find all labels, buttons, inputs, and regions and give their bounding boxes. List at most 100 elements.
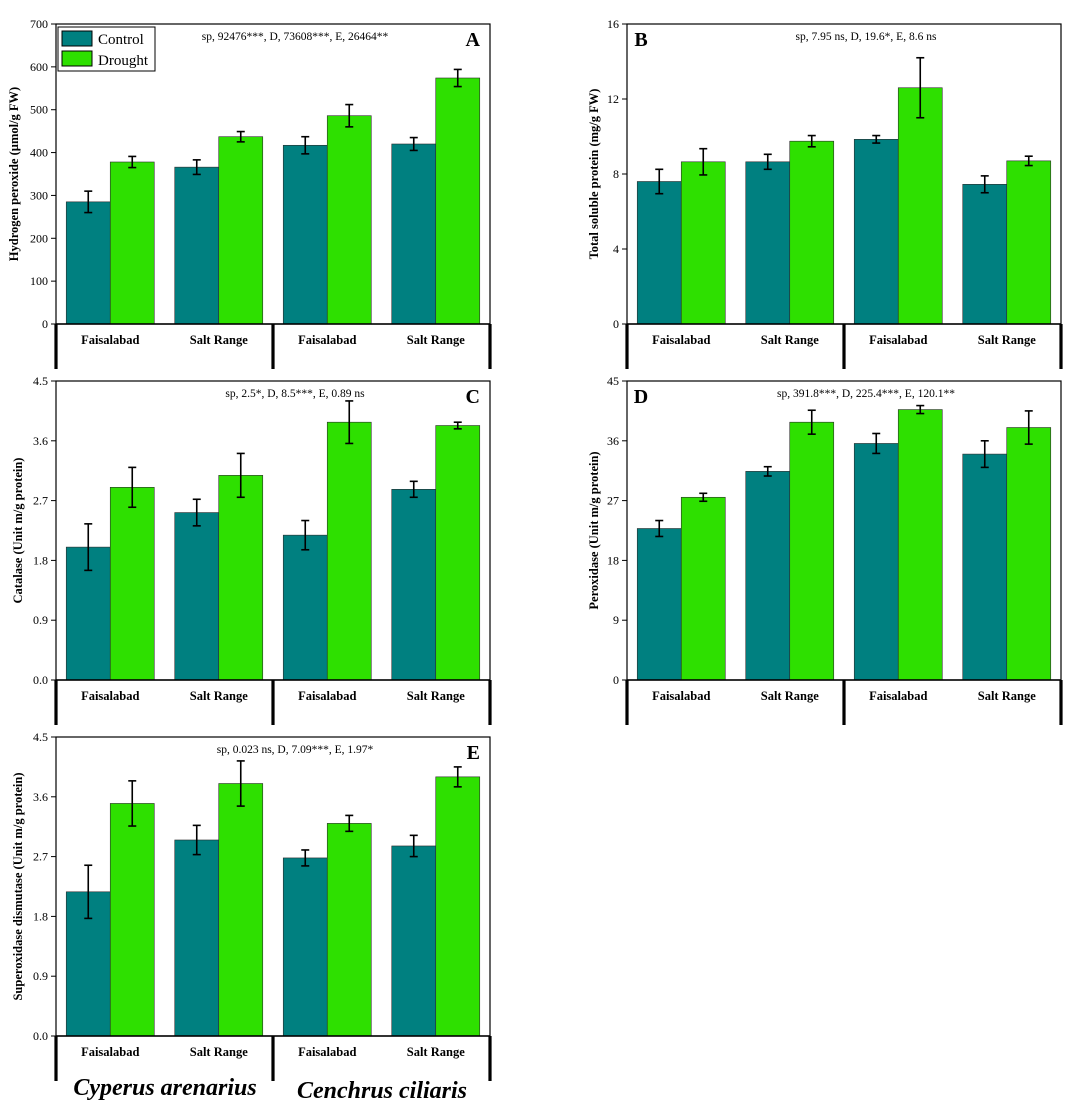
bar-drought (109, 803, 155, 1037)
category-label: Faisalabad (298, 1045, 356, 1059)
bar-drought (218, 136, 264, 325)
stats-annotation: sp, 7.95 ns, D, 19.6*, E, 8.6 ns (796, 31, 937, 43)
y-tick-label: 36 (607, 434, 619, 448)
y-tick-label: 200 (30, 231, 48, 245)
y-tick-label: 600 (30, 60, 48, 74)
y-tick-label: 700 (30, 17, 48, 31)
bar-control (282, 857, 328, 1037)
bar-drought (218, 783, 264, 1037)
legend-swatch-control (61, 30, 93, 47)
stats-annotation: sp, 391.8***, D, 225.4***, E, 120.1** (777, 388, 955, 400)
bar-control (853, 443, 899, 681)
category-label: Faisalabad (869, 333, 927, 347)
bar-control (962, 184, 1008, 325)
panel-a: Faisalabad Salt Range Faisalabad Salt Range… (7, 17, 492, 369)
bar-drought (897, 87, 943, 325)
species-label-cenchrus: Cenchrus ciliaris (297, 1078, 467, 1104)
bar-control (853, 139, 899, 325)
bar-drought (897, 409, 943, 681)
y-tick-label: 0 (613, 673, 619, 687)
y-tick-label: 8 (613, 167, 619, 181)
y-tick-label: 300 (30, 188, 48, 202)
bar-drought (789, 421, 835, 681)
y-tick-label: 1.8 (33, 553, 48, 567)
y-tick-label: 18 (607, 553, 619, 567)
bar-drought (435, 776, 481, 1037)
category-label: Salt Range (761, 333, 819, 347)
y-tick-label: 1.8 (33, 909, 48, 923)
category-label: Salt Range (190, 333, 248, 347)
bar-control (174, 839, 220, 1037)
bar-control (745, 471, 791, 681)
y-tick-label: 3.6 (33, 790, 48, 804)
stats-annotation: sp, 92476***, D, 73608***, E, 26464** (202, 31, 389, 43)
bar-control (65, 201, 111, 325)
category-label: Salt Range (761, 689, 819, 703)
panel-letter: E (467, 742, 480, 764)
panel-b: Faisalabad Salt Range Faisalabad Salt Range… (587, 17, 1063, 369)
y-tick-label: 3.6 (33, 434, 48, 448)
bar-drought (680, 161, 726, 325)
category-label: Faisalabad (81, 333, 139, 347)
y-tick-label: 4.5 (33, 730, 48, 744)
y-axis-label: Superoxidase dismutase (Unit m/g protein… (11, 772, 25, 1000)
y-tick-label: 4 (613, 242, 619, 256)
y-tick-label: 0.9 (33, 969, 48, 983)
y-tick-label: 16 (607, 17, 619, 31)
y-tick-label: 0.0 (33, 673, 48, 687)
y-tick-label: 0 (613, 317, 619, 331)
species-label-cyperus: Cyperus arenarius (73, 1075, 256, 1101)
panel-c: Faisalabad Salt Range Faisalabad Salt Range… (11, 374, 492, 725)
category-label: Faisalabad (869, 689, 927, 703)
category-label: Salt Range (407, 689, 465, 703)
bar-drought (109, 487, 155, 681)
y-axis-label: Hydrogen peroxide (µmol/g FW) (7, 87, 21, 261)
y-tick-label: 0.9 (33, 613, 48, 627)
y-tick-label: 27 (607, 494, 619, 508)
bar-control (282, 144, 328, 325)
stats-annotation: sp, 2.5*, D, 8.5***, E, 0.89 ns (225, 388, 365, 400)
category-label: Faisalabad (298, 333, 356, 347)
legend: Control Drought (57, 26, 156, 72)
y-axis-label: Total soluble protein (mg/g FW) (587, 89, 601, 260)
y-axis-label: Peroxidase (Unit m/g protein) (587, 451, 601, 609)
bar-drought (326, 421, 372, 681)
y-tick-label: 45 (607, 374, 619, 388)
bar-control (391, 845, 437, 1037)
bar-control (174, 166, 220, 325)
bar-drought (435, 77, 481, 325)
panel-letter: A (466, 29, 481, 51)
category-label: Salt Range (190, 689, 248, 703)
y-tick-label: 4.5 (33, 374, 48, 388)
category-label: Faisalabad (652, 333, 710, 347)
y-tick-label: 0.0 (33, 1029, 48, 1043)
legend-label-control: Control (98, 32, 144, 48)
bar-drought (109, 161, 155, 325)
bar-control (391, 489, 437, 681)
bar-drought (218, 475, 264, 681)
bar-drought (1006, 427, 1052, 681)
y-tick-label: 100 (30, 274, 48, 288)
category-label: Faisalabad (298, 689, 356, 703)
y-tick-label: 2.7 (33, 494, 48, 508)
panel-d: Faisalabad Salt Range Faisalabad Salt Range… (587, 374, 1063, 725)
y-tick-label: 500 (30, 103, 48, 117)
category-label: Faisalabad (81, 689, 139, 703)
bar-control (636, 181, 682, 325)
panels: Faisalabad Salt Range Faisalabad Salt Range… (7, 17, 1063, 1081)
y-tick-label: 0 (42, 317, 48, 331)
legend-swatch-drought (61, 50, 93, 67)
category-label: Faisalabad (652, 689, 710, 703)
bar-control (174, 512, 220, 681)
category-label: Salt Range (407, 1045, 465, 1059)
panel-letter: D (634, 386, 648, 408)
bar-control (962, 453, 1008, 681)
y-tick-label: 9 (613, 613, 619, 627)
y-tick-label: 2.7 (33, 850, 48, 864)
y-tick-label: 12 (607, 92, 619, 106)
bar-control (391, 143, 437, 325)
bar-drought (326, 823, 372, 1037)
bar-control (636, 528, 682, 681)
category-label: Salt Range (190, 1045, 248, 1059)
